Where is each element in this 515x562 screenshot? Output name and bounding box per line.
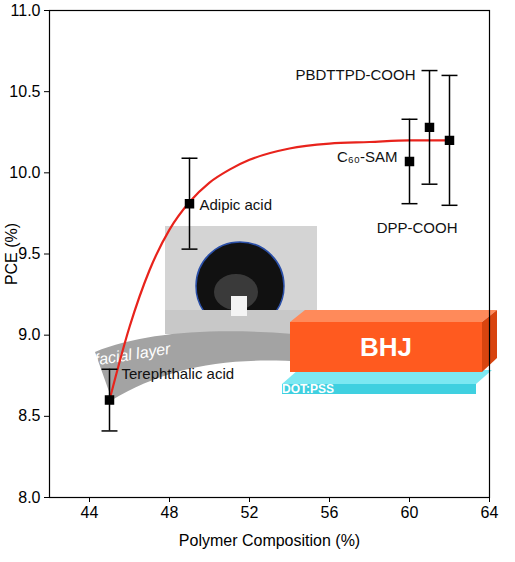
svg-text:48: 48: [161, 504, 179, 521]
svg-text:C₆₀-SAM: C₆₀-SAM: [337, 148, 398, 165]
svg-text:Adipic acid: Adipic acid: [200, 196, 273, 213]
svg-text:44: 44: [81, 504, 99, 521]
svg-text:8.5: 8.5: [18, 407, 40, 424]
svg-text:Polymer Composition (%): Polymer Composition (%): [179, 532, 360, 549]
svg-text:60: 60: [401, 504, 419, 521]
svg-text:8.0: 8.0: [18, 489, 40, 506]
svg-text:DPP-COOH: DPP-COOH: [377, 219, 458, 236]
svg-text:56: 56: [321, 504, 339, 521]
svg-text:10.5: 10.5: [9, 83, 40, 100]
svg-text:Terephthalic acid: Terephthalic acid: [122, 365, 235, 382]
svg-text:PCE (%): PCE (%): [3, 223, 20, 285]
svg-text:BHJ: BHJ: [360, 332, 412, 362]
svg-text:9.0: 9.0: [18, 326, 40, 343]
svg-text:52: 52: [241, 504, 259, 521]
svg-text:64: 64: [481, 504, 499, 521]
svg-text:11.0: 11.0: [11, 2, 41, 19]
svg-text:9.5: 9.5: [18, 245, 40, 262]
svg-text:10.0: 10.0: [9, 164, 40, 181]
svg-text:PBDTTPD-COOH: PBDTTPD-COOH: [296, 66, 416, 83]
svg-text:PEDOT:PSS: PEDOT:PSS: [266, 382, 334, 396]
svg-text:interfacial layer: interfacial layer: [62, 339, 172, 374]
